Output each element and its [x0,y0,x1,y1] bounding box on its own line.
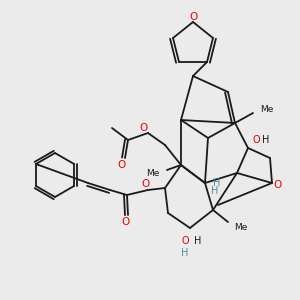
Text: Me: Me [234,224,248,232]
Text: H: H [194,236,202,246]
Text: O: O [139,123,147,133]
Text: O: O [118,160,126,170]
Text: Me: Me [260,106,274,115]
Text: H: H [211,186,219,196]
Text: O: O [121,217,129,227]
Text: Me: Me [146,169,160,178]
Text: H: H [213,178,221,188]
Text: O: O [252,135,260,145]
Text: O: O [189,12,197,22]
Text: O: O [141,179,149,189]
Text: H: H [262,135,270,145]
Text: H: H [181,248,189,258]
Text: O: O [273,180,281,190]
Text: O: O [181,236,189,246]
